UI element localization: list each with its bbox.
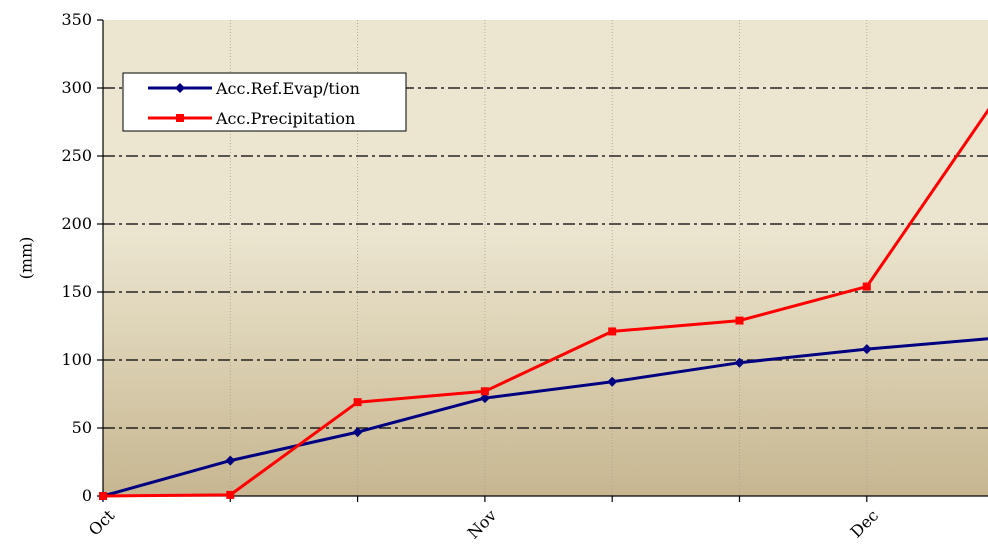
x-tick-label: Oct <box>85 505 119 539</box>
y-tick-label: 300 <box>61 78 92 97</box>
y-tick-label: 350 <box>61 10 92 29</box>
data-point <box>735 316 744 325</box>
y-tick-label: 50 <box>72 418 92 437</box>
data-point <box>99 492 107 500</box>
legend: Acc.Ref.Evap/tion Acc.Precipitation <box>122 72 407 132</box>
data-point <box>480 387 489 396</box>
data-point <box>479 393 490 404</box>
legend-box <box>122 72 407 132</box>
data-point <box>734 357 745 368</box>
legend-swatch-marker <box>175 83 185 93</box>
vertical-gridlines <box>229 20 868 496</box>
legend-swatch-marker <box>176 114 184 122</box>
data-point <box>352 427 363 438</box>
data-point <box>353 398 362 407</box>
data-point <box>225 455 236 466</box>
y-tick-labels: 0 50 100 150 200 250 300 350 <box>61 10 92 505</box>
x-tick-label: Nov <box>464 506 501 543</box>
data-point <box>861 344 872 355</box>
data-point <box>608 327 617 336</box>
data-point <box>862 282 871 291</box>
series-layer <box>98 107 988 501</box>
y-tick-label: 250 <box>61 146 92 165</box>
legend-label: Acc.Precipitation <box>215 109 355 128</box>
y-axis-label: (mm) <box>17 237 36 280</box>
legend-label: Acc.Ref.Evap/tion <box>215 79 360 98</box>
series-line <box>102 107 988 498</box>
y-tick-label: 100 <box>61 350 92 369</box>
data-point <box>607 376 618 387</box>
y-tick-label: 0 <box>82 486 92 505</box>
axes <box>97 19 988 502</box>
series-line <box>102 337 988 498</box>
x-tick-labels: Oct Nov Dec <box>85 505 882 542</box>
x-tick-label: Dec <box>847 506 883 542</box>
y-tick-label: 150 <box>61 282 92 301</box>
y-tick-label: 200 <box>61 214 92 233</box>
data-point <box>226 490 235 499</box>
